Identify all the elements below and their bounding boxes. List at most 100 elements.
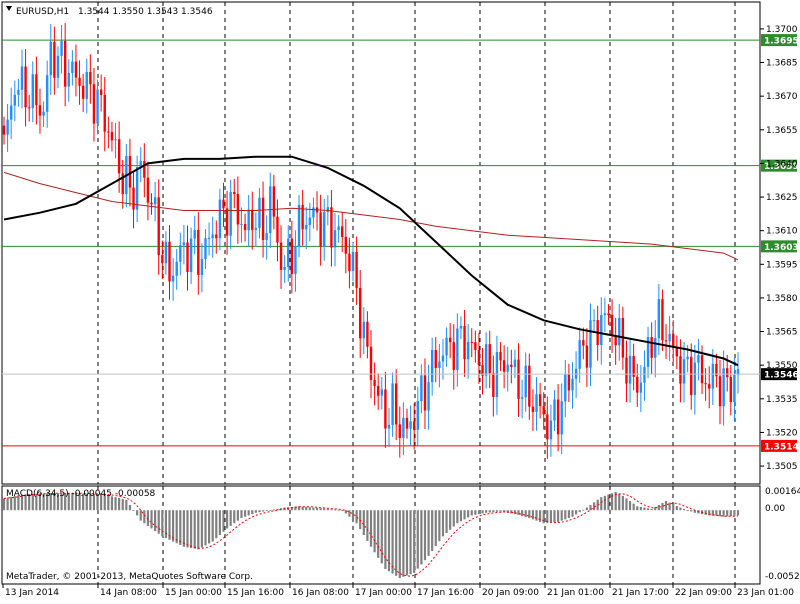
candle-body — [416, 401, 419, 430]
candle-body — [146, 177, 150, 203]
macd-bar — [398, 510, 401, 579]
candle-body — [351, 251, 355, 271]
macd-bar — [71, 493, 74, 511]
x-tick-label: 17 Jan 00:00 — [355, 588, 412, 598]
candle-body — [643, 366, 646, 383]
macd-bar — [240, 510, 243, 519]
macd-bar — [17, 495, 20, 511]
candle-body — [161, 255, 164, 264]
macd-bar — [503, 510, 506, 513]
candle-body — [441, 355, 445, 362]
macd-bar — [413, 510, 416, 573]
macd-bar — [6, 497, 9, 511]
candle-body — [362, 321, 366, 339]
current-price-tag-label: 1.3546 — [764, 371, 799, 381]
candle-body — [355, 251, 358, 288]
macd-bar — [150, 510, 153, 529]
macd-bar — [679, 507, 682, 511]
candle-body — [153, 197, 157, 205]
candle-body — [189, 238, 193, 273]
macd-bar — [355, 510, 358, 524]
macd-bar — [78, 493, 81, 511]
macd-bar — [488, 510, 491, 513]
y-tick-label: 1.3700 — [766, 25, 798, 35]
macd-bar — [182, 510, 186, 547]
candle-body — [337, 226, 340, 231]
x-tick-label: 23 Jan 01:00 — [737, 588, 794, 598]
macd-bar — [585, 507, 588, 511]
macd-bar — [409, 510, 412, 575]
candle-body — [53, 41, 56, 78]
candle-body — [38, 105, 42, 116]
macd-bar — [46, 493, 49, 511]
candle-body — [582, 340, 585, 346]
candle-body — [470, 341, 473, 343]
macd-bar — [139, 510, 142, 521]
candle-body — [92, 84, 96, 124]
macd-bar — [272, 509, 275, 511]
macd-bar — [434, 510, 437, 547]
macd-bar — [103, 494, 106, 511]
macd-bar — [10, 496, 13, 511]
candle-body — [211, 234, 214, 239]
macd-bar — [315, 507, 319, 511]
candle-body — [243, 224, 247, 231]
macd-bar — [121, 498, 124, 511]
candle-body — [301, 204, 304, 230]
candle-body — [6, 119, 9, 135]
macd-bar — [128, 504, 132, 511]
candle-body — [240, 224, 243, 226]
candle-body — [657, 299, 661, 339]
macd-bar — [265, 510, 268, 511]
candle-body — [578, 340, 581, 369]
macd-bar — [391, 510, 394, 574]
macd-bar — [294, 506, 297, 511]
triangle-down-icon[interactable] — [6, 6, 12, 11]
candle-body — [560, 401, 563, 435]
candle-body — [556, 399, 560, 435]
candle-body — [690, 356, 693, 395]
candle-body — [618, 317, 621, 346]
candle-body — [193, 230, 196, 239]
level-tag-label: 1.3639 — [764, 162, 799, 172]
candle-body — [63, 40, 67, 87]
candle-body — [132, 187, 135, 210]
candle-body — [297, 204, 301, 247]
candle-body — [359, 287, 362, 339]
candle-body — [348, 253, 351, 271]
macd-bar — [628, 501, 632, 511]
macd-bar — [477, 510, 481, 515]
candle-body — [369, 346, 373, 381]
macd-bar — [60, 493, 63, 511]
macd-bar — [326, 508, 329, 511]
candle-body — [585, 345, 589, 368]
candle-body — [398, 424, 401, 439]
x-tick-label: 22 Jan 09:00 — [675, 588, 732, 598]
macd-bar — [377, 510, 380, 558]
candle-body — [261, 197, 265, 240]
macd-bar — [610, 493, 614, 511]
level-tag-label: 1.3603 — [764, 243, 799, 253]
candle-body — [67, 72, 70, 87]
macd-bar — [405, 510, 409, 576]
candle-body — [711, 363, 715, 389]
time-axis: 13 Jan 2014 14 Jan 08:00 15 Jan 00:00 15 Ja… — [2, 584, 794, 598]
level-tag — [761, 439, 797, 452]
candle-body — [704, 383, 707, 385]
macd-bar — [247, 510, 250, 516]
macd-bar — [708, 510, 711, 516]
macd-bar — [589, 504, 592, 511]
macd-bar — [729, 510, 732, 517]
macd-bar — [614, 491, 617, 511]
macd-bar — [351, 510, 355, 520]
macd-bar — [222, 510, 225, 532]
candle-body — [204, 238, 207, 259]
macd-bar — [24, 494, 27, 511]
candle-body — [445, 337, 448, 356]
candle-body — [276, 216, 279, 243]
macd-bar — [337, 509, 340, 511]
candle-body — [661, 299, 664, 341]
macd-bar — [445, 510, 448, 534]
